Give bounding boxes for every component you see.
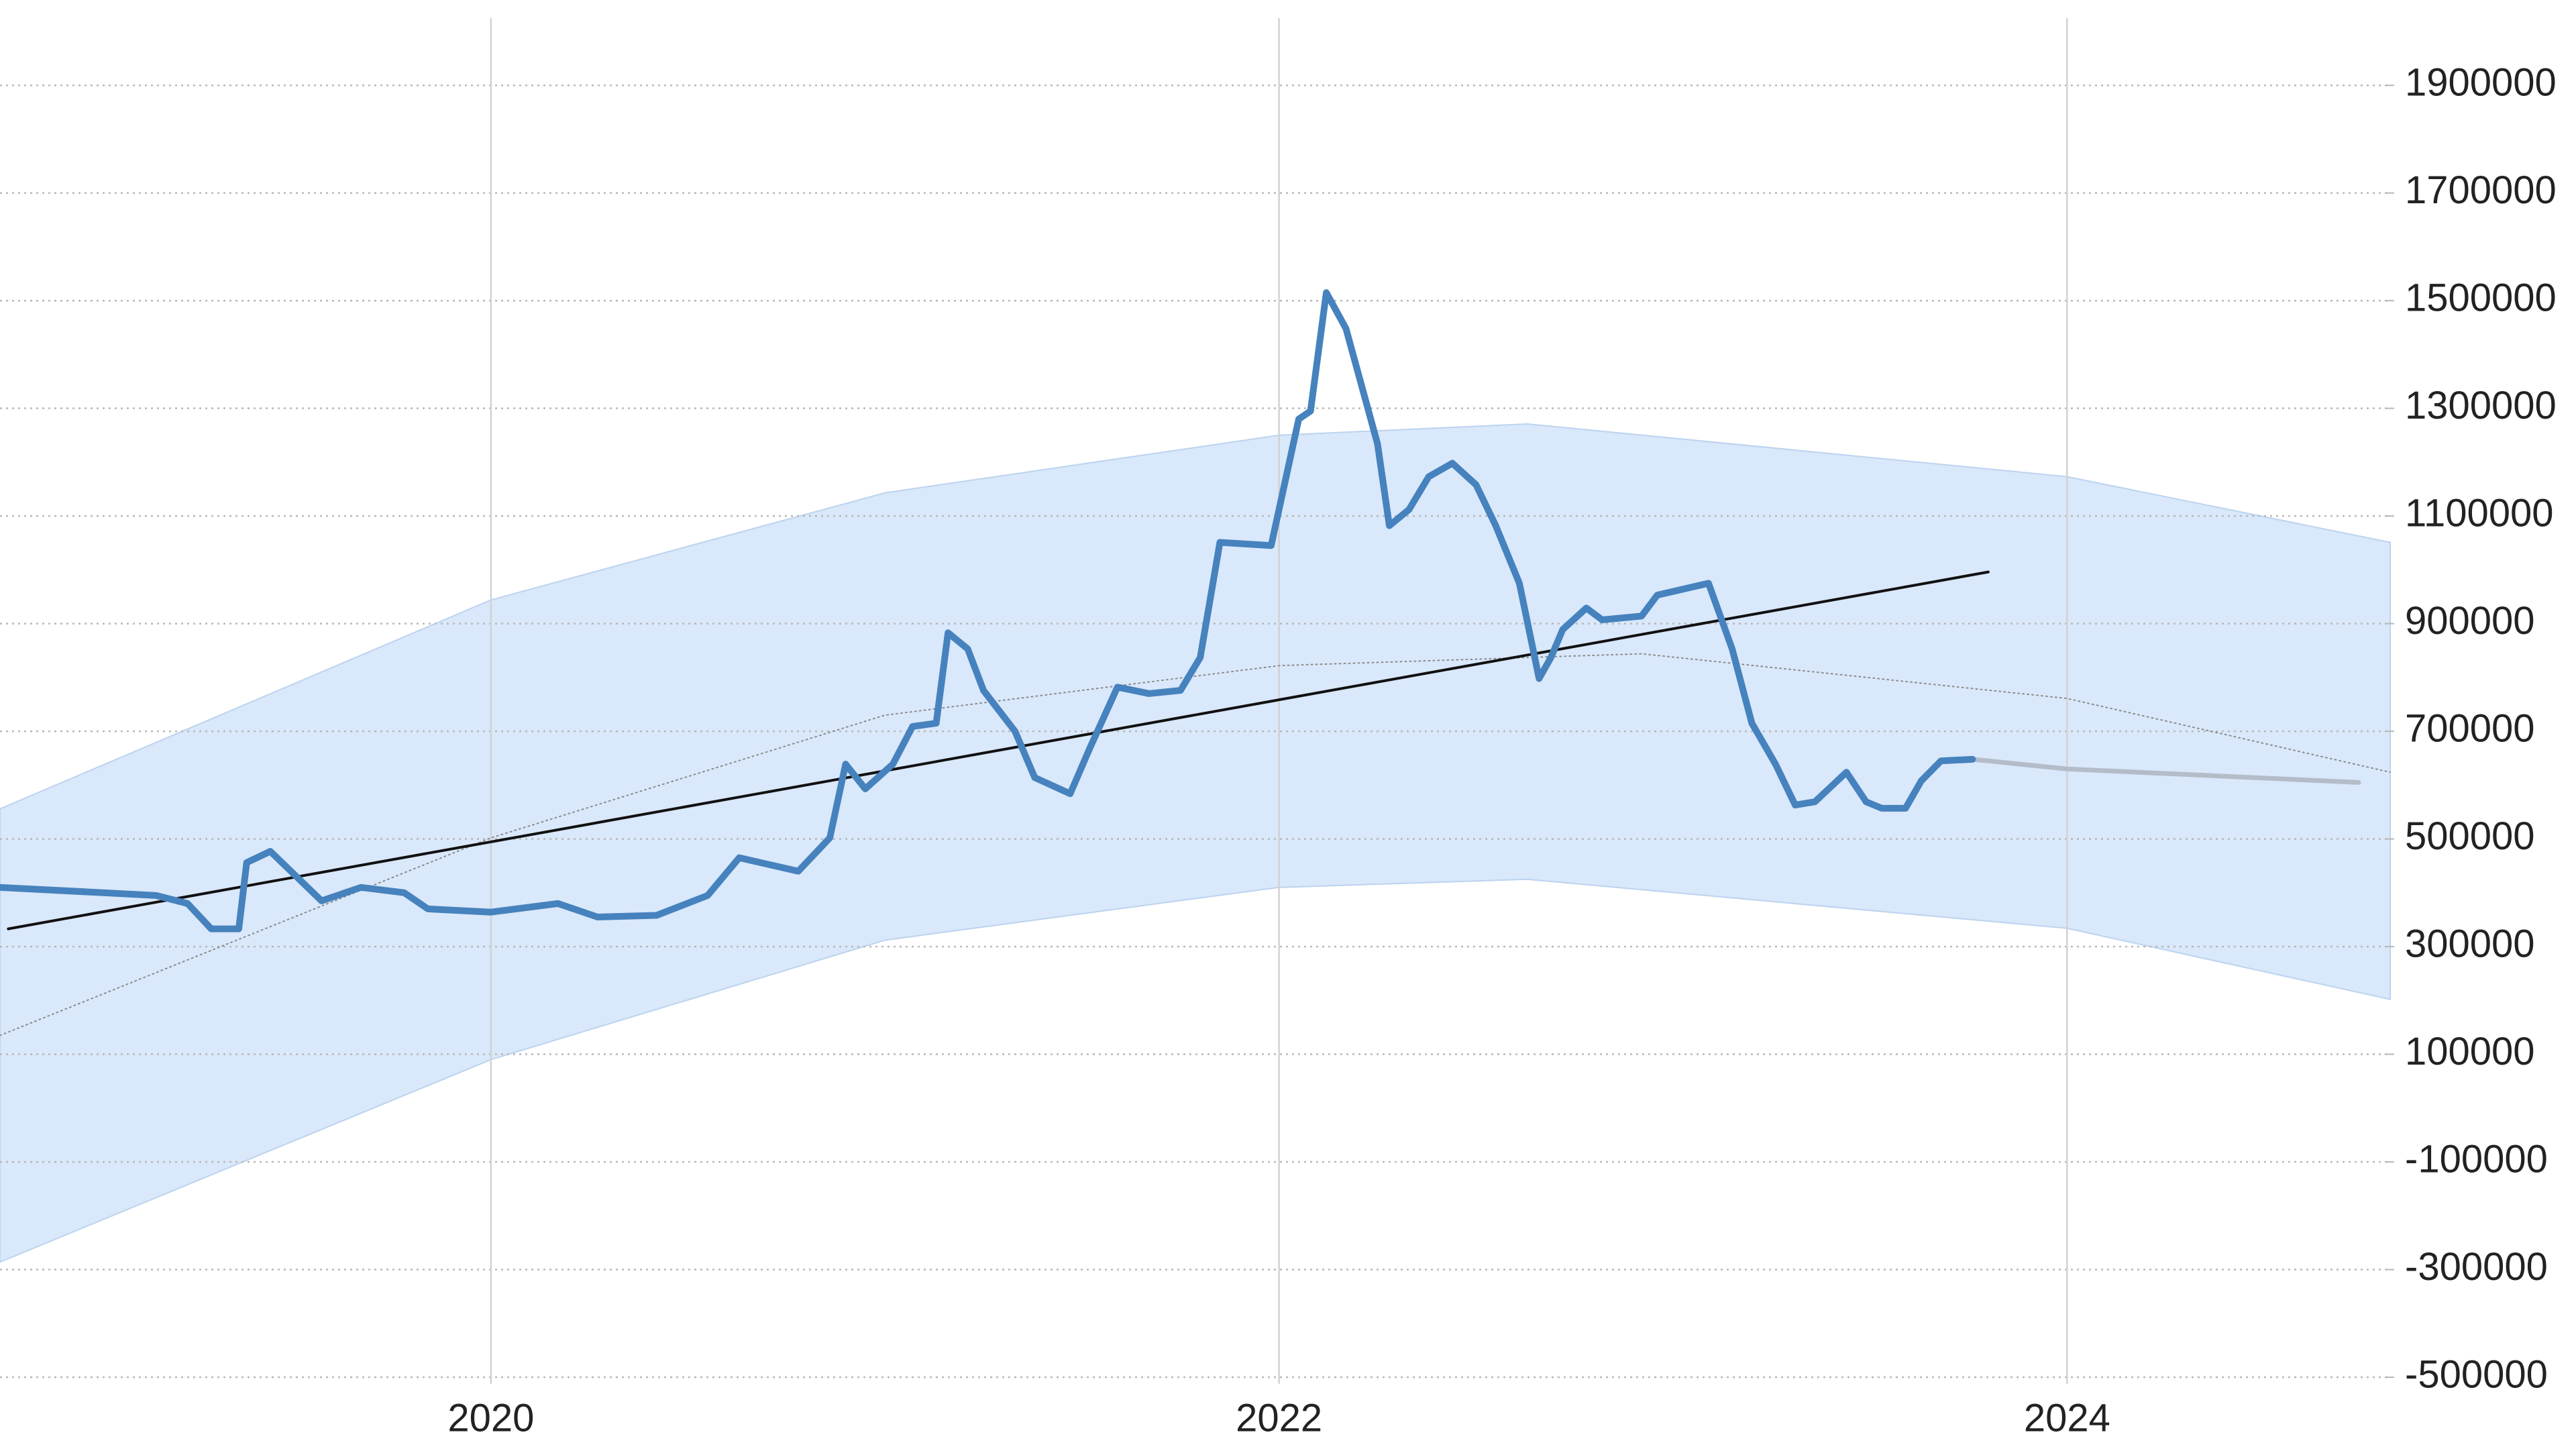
y-tick-label: -100000: [2405, 1137, 2548, 1181]
y-tick-label: 900000: [2405, 599, 2535, 643]
y-tick-label: 500000: [2405, 814, 2535, 858]
y-tick-label: 1900000: [2405, 61, 2557, 105]
y-tick-label: 1100000: [2405, 491, 2554, 535]
y-tick-label: -300000: [2405, 1245, 2548, 1289]
y-tick-label: 100000: [2405, 1030, 2535, 1073]
x-tick-label: 2024: [2024, 1396, 2110, 1440]
confidence-band: [0, 423, 2391, 1263]
x-tick-label: 2022: [1236, 1396, 1322, 1440]
y-tick-label: 300000: [2405, 922, 2535, 965]
y-tick-label: 1700000: [2405, 168, 2557, 212]
data-line: [0, 653, 2391, 1036]
data-line: [0, 289, 1976, 932]
y-tick-label: 1500000: [2405, 276, 2557, 320]
y-tick-label: 700000: [2405, 706, 2535, 750]
y-tick-label: -500000: [2405, 1352, 2548, 1396]
data-line: [7, 570, 1990, 930]
data-line: [1970, 757, 2361, 785]
x-tick-label: 2020: [447, 1396, 534, 1440]
y-tick-label: 1300000: [2405, 384, 2557, 427]
